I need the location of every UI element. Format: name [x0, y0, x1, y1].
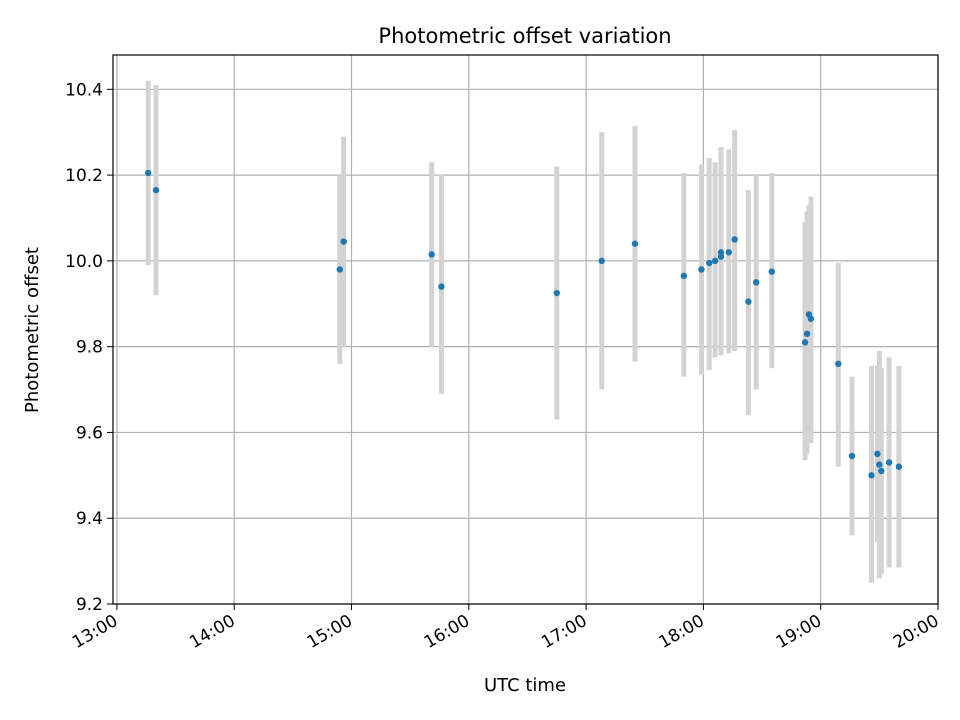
data-point [874, 450, 881, 458]
data-point [807, 315, 815, 322]
data-point [438, 283, 445, 290]
plot-frame [112, 54, 939, 605]
data-point [878, 467, 885, 475]
data-point [428, 251, 435, 258]
y-tick-label: 9.2 [76, 595, 103, 615]
data-point [144, 169, 152, 177]
y-axis-label: Photometric offset [22, 247, 43, 413]
y-tick-label: 10.4 [65, 80, 103, 100]
chart-title: Photometric offset variation [378, 24, 671, 48]
data-point [752, 279, 760, 286]
data-point [152, 186, 160, 194]
data-point [717, 253, 725, 260]
data-point [876, 461, 883, 468]
y-tick-label: 10.2 [65, 166, 103, 186]
data-point [848, 452, 856, 460]
data-point [745, 298, 752, 305]
data-point [885, 459, 893, 466]
data-point [803, 330, 811, 337]
y-tick-label: 9.6 [76, 423, 103, 443]
y-tick-label: 9.4 [76, 509, 103, 529]
data-point [835, 360, 842, 368]
y-tick-label: 10.0 [65, 252, 103, 272]
data-point [711, 257, 719, 265]
y-axis: 9.2 9.4 9.6 9.8 10.0 10.2 10.4 [65, 80, 113, 615]
data-point [631, 240, 639, 247]
data-point [340, 238, 347, 245]
data-point [895, 463, 903, 470]
x-axis-label: UTC time [484, 675, 566, 696]
data-point [598, 257, 605, 265]
data-point [868, 472, 875, 479]
y-tick-label: 9.8 [76, 338, 103, 358]
data-point [731, 236, 738, 243]
data-point [801, 339, 809, 346]
data-point [336, 266, 343, 273]
data-points [144, 169, 903, 479]
data-point [706, 259, 713, 267]
data-point [680, 272, 688, 280]
data-point [553, 289, 560, 297]
data-point [698, 266, 705, 273]
data-point [768, 268, 776, 275]
data-point [725, 249, 733, 256]
